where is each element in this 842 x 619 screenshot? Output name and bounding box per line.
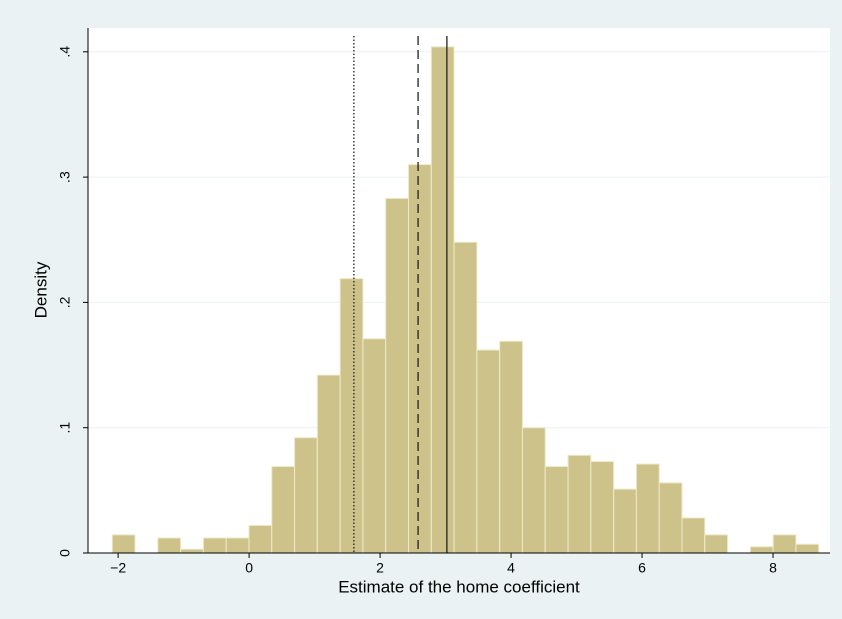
y-tick-label: 0 — [57, 549, 73, 557]
bar — [567, 454, 592, 554]
bar — [408, 164, 432, 554]
bar — [635, 463, 660, 554]
bar — [521, 427, 546, 554]
bar — [658, 482, 683, 554]
bar — [544, 466, 569, 554]
y-tick-label: .1 — [57, 422, 73, 434]
x-tick-label: 8 — [769, 560, 777, 576]
bar — [362, 338, 387, 554]
y-tick-label: .4 — [57, 46, 73, 58]
bar — [271, 466, 296, 554]
bar — [385, 197, 410, 554]
bar — [430, 46, 455, 554]
bar — [111, 534, 136, 554]
bar — [795, 543, 820, 554]
bar — [476, 349, 501, 554]
bar — [339, 278, 364, 554]
x-tick-label: 2 — [376, 560, 384, 576]
y-axis-title: Density — [31, 261, 50, 318]
bar — [248, 524, 273, 554]
bar — [225, 537, 250, 554]
bar — [316, 374, 341, 554]
x-axis-title: Estimate of the home coefficient — [338, 577, 580, 596]
bar — [681, 517, 706, 554]
x-tick-label: 4 — [507, 560, 515, 576]
bar — [749, 546, 774, 554]
x-tick-label: −2 — [110, 560, 126, 576]
bar — [613, 488, 637, 554]
bar — [704, 534, 729, 554]
y-tick-label: .3 — [57, 171, 73, 183]
y-tick-label: .2 — [57, 296, 73, 308]
bar — [590, 461, 615, 554]
bar — [453, 241, 478, 554]
bar — [294, 437, 318, 554]
x-tick-label: 6 — [638, 560, 646, 576]
bar — [772, 534, 797, 554]
bar — [180, 548, 204, 554]
bar — [499, 340, 523, 554]
bar — [202, 537, 227, 554]
x-tick-label: 0 — [245, 560, 253, 576]
bar — [157, 537, 182, 554]
